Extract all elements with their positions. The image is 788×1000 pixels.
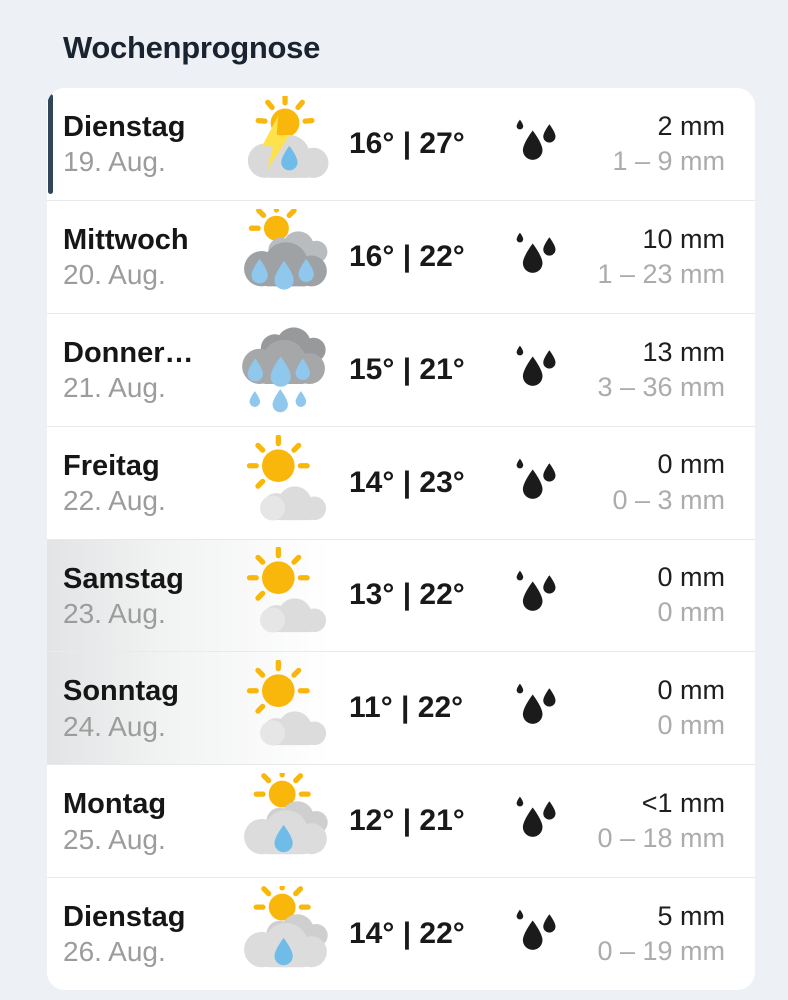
- precipitation-column: <1 mm 0 – 18 mm: [577, 786, 755, 856]
- weather-icon-column: [233, 547, 339, 643]
- page-title: Wochenprognose: [63, 30, 321, 65]
- day-name: Dienstag: [63, 901, 186, 934]
- precipitation-column-icon: [515, 908, 577, 960]
- day-date: 26. Aug.: [63, 936, 166, 968]
- forecast-day-row[interactable]: Freitag 22. Aug. 14° | 23° 0 mm 0 – 3 mm: [47, 425, 755, 539]
- temperature-range: 14° | 22°: [349, 917, 465, 951]
- precipitation-column: 2 mm 1 – 9 mm: [577, 109, 755, 179]
- precip-amount: 5 mm: [657, 900, 726, 931]
- day-column: Freitag 22. Aug.: [47, 448, 233, 518]
- precipitation-column-icon: [515, 118, 577, 170]
- day-date: 22. Aug.: [63, 484, 166, 516]
- weather-icon-column: [233, 434, 339, 531]
- weather-icon-column: [233, 208, 339, 305]
- raindrops-icon: [515, 344, 559, 396]
- raindrops-icon: [515, 569, 559, 621]
- precip-amount: 2 mm: [657, 110, 726, 141]
- sun-with-small-cloud-icon: [238, 660, 334, 756]
- day-name: Mittwoch: [63, 223, 189, 256]
- raindrops-icon: [515, 795, 559, 847]
- precip-range: 3 – 36 mm: [597, 371, 725, 402]
- selected-day-indicator: [48, 94, 53, 194]
- forecast-day-row[interactable]: Mittwoch 20. Aug. 16° | 22° 10 mm 1 – 23…: [47, 199, 755, 313]
- day-column: Mittwoch 20. Aug.: [47, 222, 233, 292]
- sun-behind-drizzle-cloud-icon: [238, 886, 334, 982]
- weather-icon-column: [233, 322, 339, 418]
- raindrops-icon: [515, 457, 559, 509]
- raindrops-icon: [515, 118, 559, 170]
- day-name: Freitag: [63, 449, 160, 482]
- precip-range: 0 mm: [657, 597, 726, 628]
- day-name: Montag: [63, 788, 167, 821]
- precip-range: 1 – 23 mm: [597, 258, 725, 289]
- precip-amount: 0 mm: [657, 562, 726, 593]
- precip-range: 0 mm: [657, 710, 726, 741]
- weather-icon-column: [233, 95, 339, 192]
- temperature-range: 16° | 22°: [349, 239, 465, 273]
- forecast-day-row[interactable]: Sonntag 24. Aug. 11° | 22° 0 mm 0 mm: [47, 651, 755, 765]
- precipitation-column-icon: [515, 569, 577, 621]
- precip-range: 1 – 9 mm: [612, 145, 725, 176]
- precip-range: 0 – 18 mm: [597, 823, 725, 854]
- day-date: 23. Aug.: [63, 597, 166, 629]
- weekly-forecast-card: Dienstag 19. Aug. 16° | 27° 2 mm 1 – 9 m…: [47, 88, 755, 990]
- precip-range: 0 – 19 mm: [597, 936, 725, 967]
- day-date: 20. Aug.: [63, 259, 166, 291]
- day-name: Sonntag: [63, 675, 179, 708]
- sun-with-small-cloud-icon: [238, 547, 334, 643]
- precip-amount: 13 mm: [642, 336, 725, 367]
- sun-behind-drizzle-cloud-icon: [238, 773, 334, 869]
- sun-behind-rain-cloud-icon: [238, 208, 334, 305]
- precipitation-column-icon: [515, 344, 577, 396]
- temperature-range: 15° | 21°: [349, 352, 465, 386]
- raindrops-icon: [515, 231, 559, 283]
- day-name: Samstag: [63, 562, 184, 595]
- forecast-day-row[interactable]: Dienstag 26. Aug. 14° | 22° 5 mm 0 – 19 …: [47, 877, 755, 990]
- raindrops-icon: [515, 908, 559, 960]
- sun-with-small-cloud-icon: [238, 434, 334, 531]
- day-date: 24. Aug.: [63, 710, 166, 742]
- precipitation-column: 0 mm 0 mm: [577, 560, 755, 630]
- temperature-range: 13° | 22°: [349, 578, 465, 612]
- day-column: Samstag 23. Aug.: [47, 561, 233, 631]
- day-name: Dienstag: [63, 111, 186, 144]
- forecast-day-row[interactable]: Samstag 23. Aug. 13° | 22° 0 mm 0 mm: [47, 538, 755, 652]
- precipitation-column: 0 mm 0 – 3 mm: [577, 447, 755, 517]
- temperature-range: 14° | 23°: [349, 465, 465, 499]
- temperature-range: 12° | 21°: [349, 804, 465, 838]
- precip-amount: <1 mm: [641, 788, 725, 819]
- sun-behind-storm-cloud-icon: [238, 95, 334, 192]
- precipitation-column: 5 mm 0 – 19 mm: [577, 899, 755, 969]
- day-column: Dienstag 26. Aug.: [47, 899, 233, 969]
- day-date: 19. Aug.: [63, 146, 166, 178]
- precipitation-column: 13 mm 3 – 36 mm: [577, 335, 755, 405]
- day-date: 21. Aug.: [63, 372, 166, 404]
- forecast-day-row[interactable]: Montag 25. Aug. 12° | 21° <1 mm 0 – 18 m…: [47, 764, 755, 878]
- precipitation-column: 10 mm 1 – 23 mm: [577, 222, 755, 292]
- precipitation-column-icon: [515, 682, 577, 734]
- day-name: Donner…: [63, 336, 194, 369]
- day-column: Donner… 21. Aug.: [47, 335, 233, 405]
- day-column: Montag 25. Aug.: [47, 786, 233, 856]
- day-column: Dienstag 19. Aug.: [47, 109, 233, 179]
- precip-amount: 0 mm: [657, 675, 726, 706]
- precipitation-column-icon: [515, 231, 577, 283]
- temperature-range: 16° | 27°: [349, 126, 465, 160]
- weather-icon-column: [233, 660, 339, 756]
- rain-cloud-icon: [238, 322, 334, 418]
- precipitation-column-icon: [515, 795, 577, 847]
- forecast-day-row[interactable]: Dienstag 19. Aug. 16° | 27° 2 mm 1 – 9 m…: [47, 88, 755, 200]
- precip-range: 0 – 3 mm: [612, 484, 725, 515]
- precipitation-column-icon: [515, 457, 577, 509]
- raindrops-icon: [515, 682, 559, 734]
- weather-icon-column: [233, 773, 339, 869]
- precip-amount: 10 mm: [642, 223, 725, 254]
- precipitation-column: 0 mm 0 mm: [577, 673, 755, 743]
- temperature-range: 11° | 22°: [349, 691, 464, 725]
- weather-icon-column: [233, 886, 339, 982]
- day-column: Sonntag 24. Aug.: [47, 673, 233, 743]
- forecast-day-row[interactable]: Donner… 21. Aug. 15° | 21° 13 mm 3 – 36 …: [47, 312, 755, 426]
- precip-amount: 0 mm: [657, 449, 726, 480]
- day-date: 25. Aug.: [63, 823, 166, 855]
